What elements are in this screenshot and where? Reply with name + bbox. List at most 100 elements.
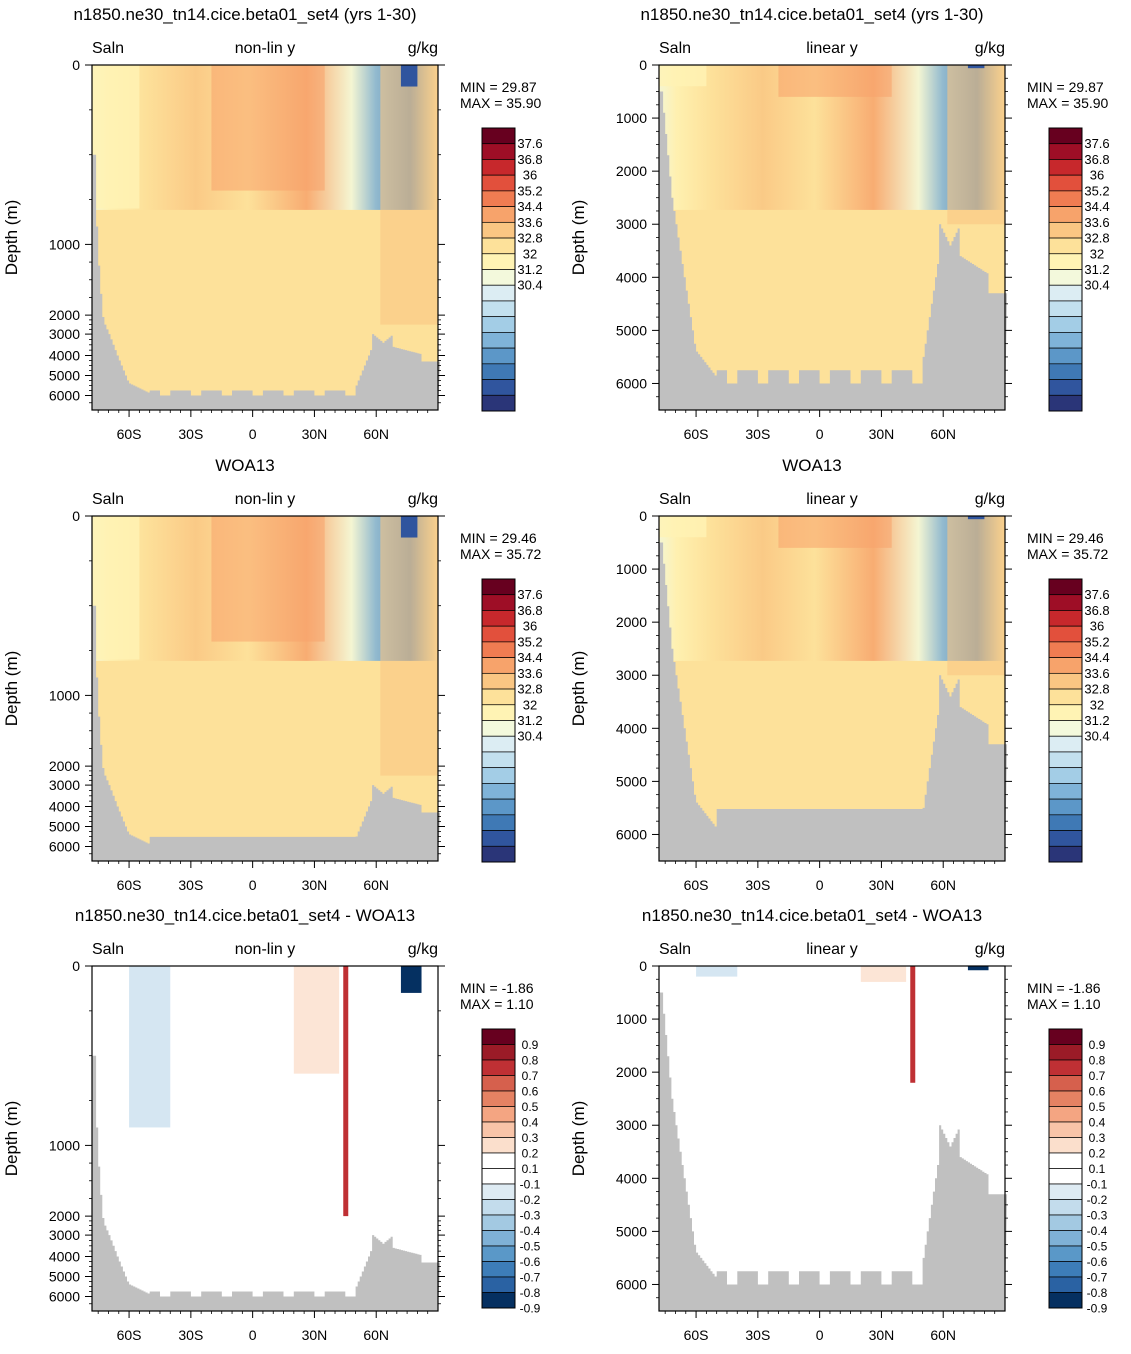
north-atlantic-water: [947, 65, 1005, 225]
colorbar-box: [1048, 1044, 1083, 1061]
max-value-text: MAX = 1.10: [460, 996, 534, 1012]
x-tick-label: 60N: [930, 1327, 956, 1343]
arctic-fresh-water: [400, 65, 418, 87]
x-tick-label: 30N: [302, 426, 328, 442]
colorbar-box: [481, 127, 516, 145]
y-tick-label: 0: [72, 958, 80, 974]
panel-2-1: n1850.ne30_tn14.cice.beta01_set4 - WOA13…: [569, 906, 1108, 1343]
colorbar-label: -0.8: [520, 1286, 541, 1300]
y-axis-label: Depth (m): [569, 1101, 588, 1177]
colorbar-box: [481, 1276, 516, 1293]
colorbar-box: [481, 143, 516, 160]
colorbar-box: [1048, 143, 1083, 160]
bathymetry-land: [92, 154, 441, 410]
colorbar-label: 32: [523, 246, 537, 261]
colorbar-box: [1048, 253, 1083, 270]
min-value-text: MIN = 29.87: [460, 79, 537, 95]
colorbar-box: [481, 394, 516, 412]
colorbar-label: 0.5: [522, 1100, 539, 1114]
arctic-anomaly: [967, 966, 989, 971]
north-atlantic-water: [947, 516, 1005, 676]
plot-frame: [91, 515, 439, 862]
y-tick-label: 3000: [616, 667, 647, 683]
colorbar-label: 32.8: [517, 682, 542, 697]
mediterranean-outflow-anomaly: [910, 966, 916, 1083]
colorbar-box: [1048, 1152, 1083, 1169]
colorbar-box: [1048, 720, 1083, 737]
y-tick-label: 1000: [616, 561, 647, 577]
colorbar-box: [481, 332, 516, 349]
colorbar-box: [481, 1152, 516, 1169]
colorbar-label: 0.7: [1089, 1069, 1106, 1083]
colorbar-box: [1048, 1214, 1083, 1231]
southern-ocean-water: [659, 516, 707, 538]
colorbar-label: 31.2: [517, 262, 542, 277]
colorbar-box: [481, 641, 516, 658]
panel-title: n1850.ne30_tn14.cice.beta01_set4 (yrs 1-…: [73, 5, 416, 24]
x-tick-label: 30N: [869, 877, 895, 893]
y-axis-label: Depth (m): [2, 651, 21, 727]
colorbar-box: [1048, 159, 1083, 176]
y-tick-label: 0: [639, 958, 647, 974]
bathymetry-land: [659, 992, 1008, 1311]
colorbar-label: 30.4: [517, 278, 542, 293]
colorbar-label: 0.9: [1089, 1038, 1106, 1052]
x-tick-label: 30N: [869, 1327, 895, 1343]
x-tick-label: 60S: [684, 1327, 709, 1343]
mediterranean-outflow-anomaly: [343, 966, 349, 1217]
colorbar-box: [1048, 1261, 1083, 1278]
x-tick-label: 0: [816, 877, 824, 893]
colorbar-label: 0.2: [1089, 1147, 1106, 1161]
colorbar-box: [1048, 783, 1083, 800]
colorbar-box: [481, 284, 516, 302]
x-tick-label: 30N: [869, 426, 895, 442]
min-value-text: MIN = 29.87: [1027, 79, 1104, 95]
colorbar-box: [481, 1075, 516, 1092]
units-label: g/kg: [975, 40, 1005, 57]
bathymetry-land: [92, 605, 441, 861]
colorbar-box: [1048, 578, 1083, 596]
y-axis-label: Depth (m): [569, 200, 588, 276]
colorbar-label: -0.6: [1087, 1255, 1108, 1269]
max-value-text: MAX = 35.72: [1027, 546, 1109, 562]
colorbar-box: [1048, 1075, 1083, 1092]
colorbar-frame: [481, 1028, 516, 1309]
colorbar-box: [481, 720, 516, 737]
colorbar-box: [481, 237, 516, 255]
x-tick-label: 60N: [930, 426, 956, 442]
colorbar-box: [1048, 1199, 1083, 1216]
subtropical-high-salinity: [778, 65, 892, 97]
colorbar-box: [481, 379, 516, 396]
colorbar-label: 34.4: [1084, 650, 1109, 665]
colorbar-box: [1048, 1230, 1083, 1247]
positive-anomaly: [293, 966, 340, 1074]
colorbar-box: [481, 657, 516, 674]
colorbar-box: [1048, 1276, 1083, 1293]
scale-label: linear y: [806, 40, 858, 57]
x-tick-label: 0: [249, 1327, 257, 1343]
colorbar-box: [1048, 1168, 1083, 1185]
x-tick-label: 60N: [363, 1327, 389, 1343]
colorbar-box: [1048, 672, 1083, 690]
colorbar-label: 37.6: [517, 136, 542, 151]
panel-title: n1850.ne30_tn14.cice.beta01_set4 - WOA13: [642, 906, 982, 925]
y-tick-label: 3000: [616, 216, 647, 232]
colorbar-box: [481, 190, 516, 207]
max-value-text: MAX = 35.90: [460, 95, 542, 111]
colorbar-box: [481, 672, 516, 690]
colorbar-box: [1048, 610, 1083, 627]
arctic-fresh-water: [400, 516, 418, 538]
variable-label: Saln: [659, 491, 691, 508]
colorbar-label: 0.4: [522, 1116, 539, 1130]
y-tick-label: 5000: [616, 322, 647, 338]
colorbar-label: -0.7: [1087, 1271, 1108, 1285]
colorbar-label: 0.9: [522, 1038, 539, 1052]
colorbar-label: 35.2: [1084, 183, 1109, 198]
colorbar-box: [1048, 300, 1083, 318]
y-tick-label: 3000: [49, 326, 80, 342]
subtropical-high-salinity: [778, 516, 892, 548]
units-label: g/kg: [975, 941, 1005, 958]
colorbar-label: 34.4: [517, 650, 542, 665]
subtropical-high-salinity: [211, 65, 325, 191]
variable-label: Saln: [659, 40, 691, 57]
